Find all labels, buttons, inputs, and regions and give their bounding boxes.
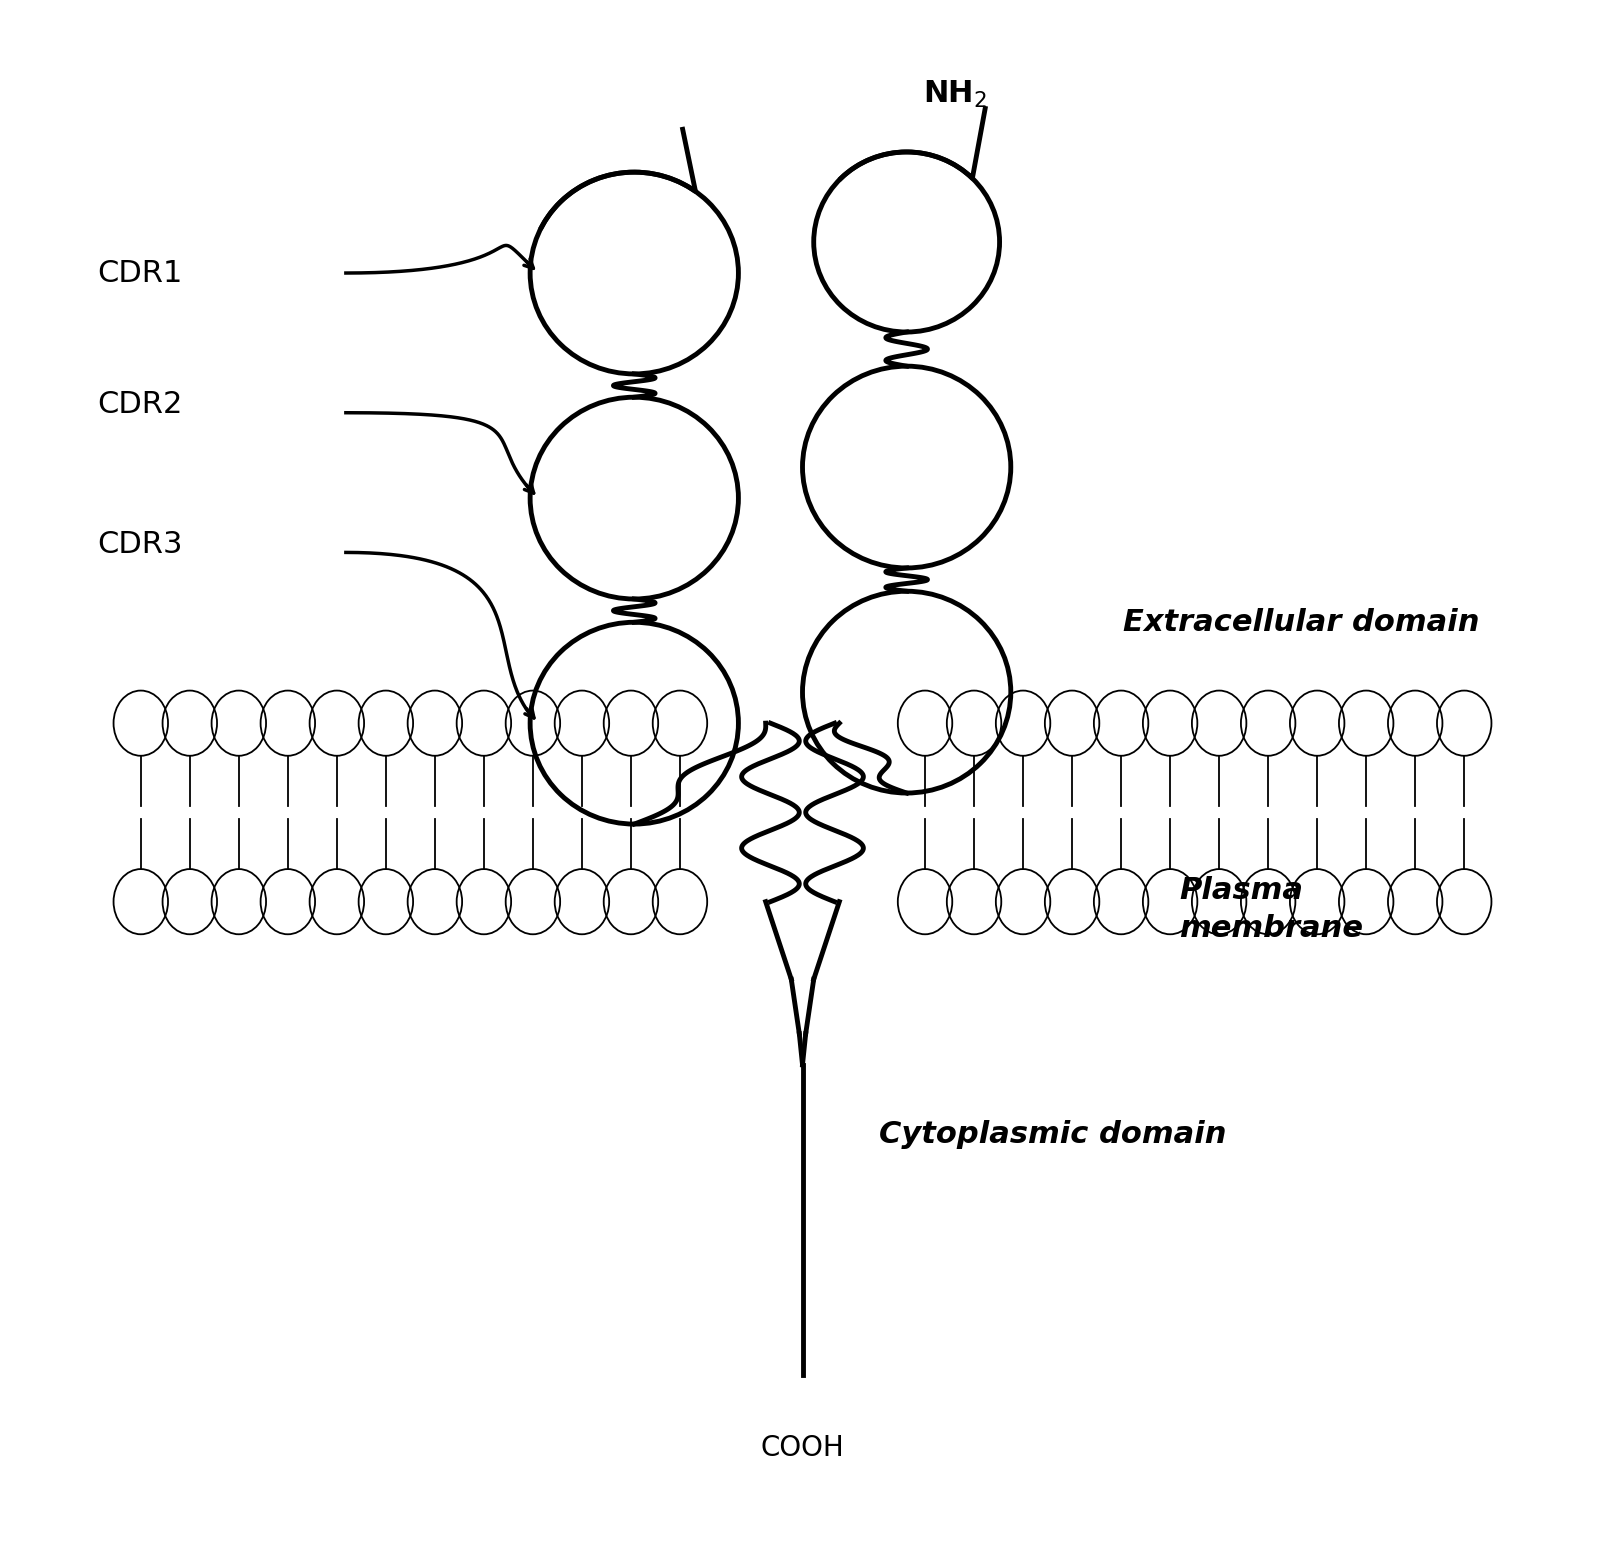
Text: NH$_2$: NH$_2$ bbox=[923, 79, 987, 110]
Text: Cytoplasmic domain: Cytoplasmic domain bbox=[880, 1120, 1226, 1149]
Text: COOH: COOH bbox=[761, 1434, 844, 1462]
Text: Plasma
membrane: Plasma membrane bbox=[1180, 875, 1363, 942]
Text: CDR1: CDR1 bbox=[98, 258, 183, 288]
Text: CDR2: CDR2 bbox=[98, 390, 183, 420]
Text: Extracellular domain: Extracellular domain bbox=[1124, 608, 1480, 638]
Text: CDR3: CDR3 bbox=[98, 530, 183, 560]
